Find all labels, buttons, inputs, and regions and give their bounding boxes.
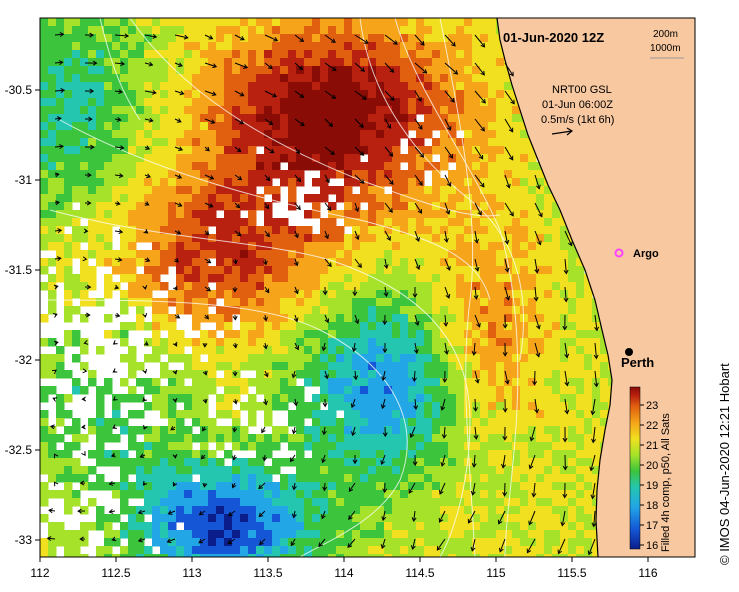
- x-tick-label: 112: [30, 566, 49, 580]
- current-time: 01-Jun 06:00Z: [542, 99, 613, 111]
- colorbar-tick-label: 20: [646, 460, 658, 472]
- colorbar: [629, 386, 641, 550]
- argo-marker: [614, 248, 624, 258]
- current-source: NRT00 GSL: [552, 84, 612, 96]
- contour-200m-label: 200m: [653, 29, 678, 40]
- bathymetry-contours: [44, 18, 524, 557]
- x-axis: 112 112.5 113 113.5 114 114.5 115 115.5 116: [30, 557, 658, 580]
- x-tick-label: 113.5: [253, 566, 282, 580]
- colorbar-tick-label: 22: [646, 420, 658, 432]
- y-tick-label: -33: [15, 533, 33, 547]
- colorbar-ticks: 16 17 18 19 20 21 22 23: [640, 400, 658, 552]
- current-scale: 0.5m/s (1kt 6h): [541, 114, 614, 126]
- coastline: [496, 18, 613, 557]
- y-tick-label: -31.5: [5, 263, 33, 277]
- y-tick-label: -32: [15, 353, 33, 367]
- y-axis: -30.5 -31 -31.5 -32 -32.5 -33: [5, 83, 40, 547]
- x-tick-label: 113: [182, 566, 201, 580]
- scale-arrow: [551, 127, 574, 136]
- x-tick-label: 114: [334, 566, 353, 580]
- x-tick-label: 115: [486, 566, 505, 580]
- credit-text: © IMOS 04-Jun-2020 12:21 Hobart: [717, 363, 732, 565]
- y-tick-label: -30.5: [5, 83, 33, 97]
- colorbar-label: Filled 4h comp, p50, All Sats: [660, 413, 672, 552]
- perth-marker: [625, 348, 633, 356]
- sst-field: [40, 18, 617, 557]
- colorbar-tick-label: 16: [646, 540, 658, 552]
- current-vectors: [46, 32, 600, 556]
- colorbar-tick-label: 18: [646, 500, 658, 512]
- x-tick-label: 116: [638, 566, 657, 580]
- plot-frame: [39, 17, 696, 558]
- colorbar-tick-label: 23: [646, 400, 658, 412]
- x-tick-label: 114.5: [405, 566, 434, 580]
- land-mass: [497, 18, 695, 557]
- date-label: 01-Jun-2020 12Z: [503, 30, 604, 45]
- x-tick-label: 115.5: [557, 566, 586, 580]
- contour-1000m-label: 1000m: [650, 43, 681, 54]
- colorbar-tick-label: 19: [646, 480, 658, 492]
- y-tick-label: -31: [15, 173, 33, 187]
- x-tick-label: 112.5: [101, 566, 130, 580]
- y-tick-label: -32.5: [5, 443, 33, 457]
- argo-label: Argo: [633, 248, 659, 260]
- map-plot: [40, 18, 695, 557]
- colorbar-tick-label: 17: [646, 520, 658, 532]
- perth-label: Perth: [621, 355, 654, 370]
- colorbar-tick-label: 21: [646, 440, 658, 452]
